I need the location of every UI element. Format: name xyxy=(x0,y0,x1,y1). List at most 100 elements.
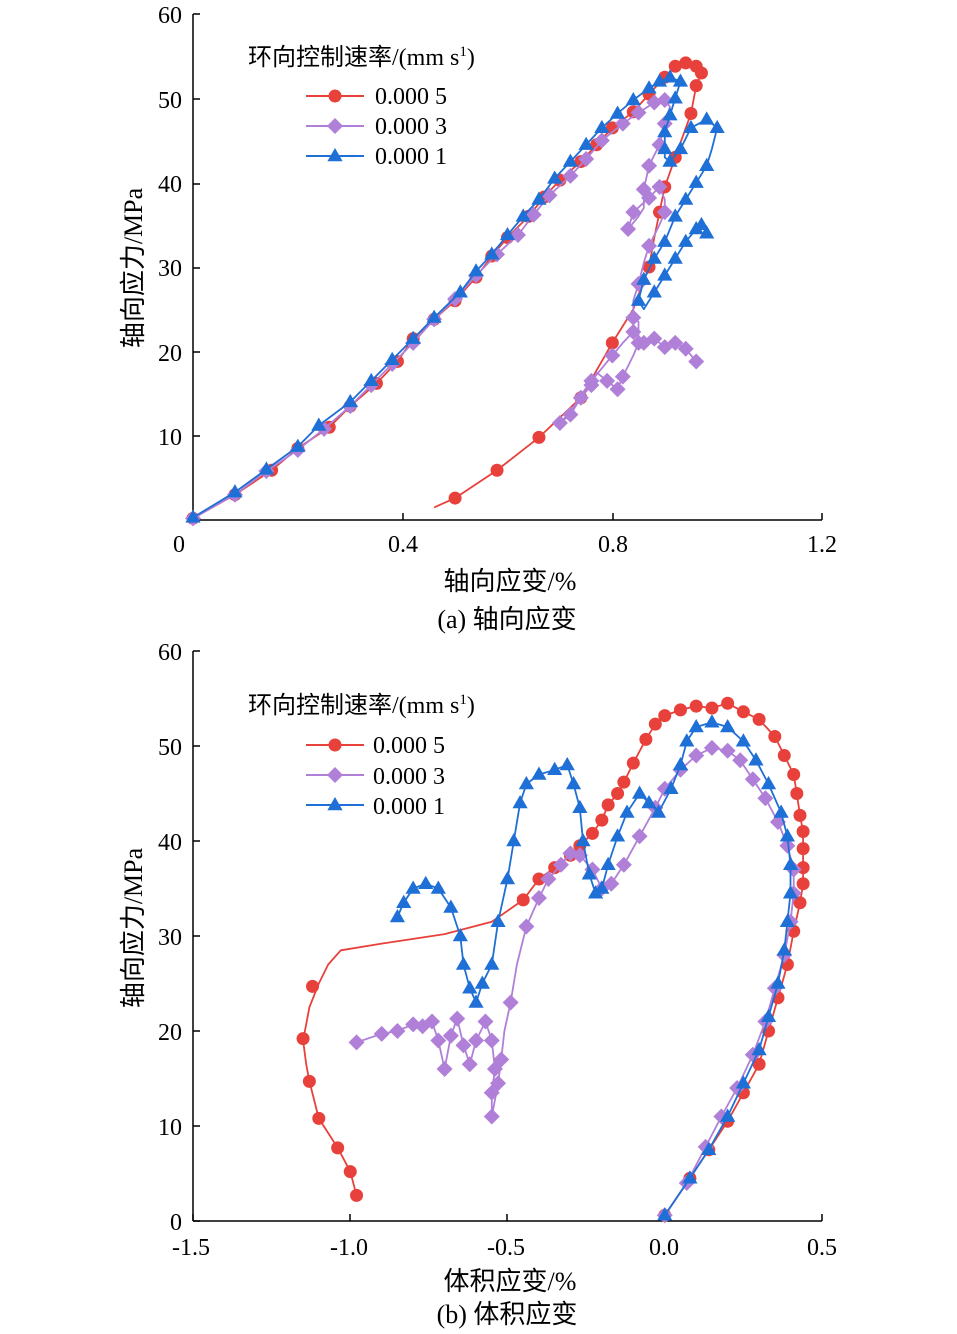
chart-a-plot-area xyxy=(185,56,725,527)
data-point-triangle xyxy=(693,216,710,231)
data-point-triangle xyxy=(625,92,641,106)
data-point-triangle xyxy=(709,119,725,134)
data-point-triangle xyxy=(699,157,715,171)
data-point-diamond xyxy=(530,890,547,906)
data-point-triangle xyxy=(782,856,799,870)
data-point-circle xyxy=(796,842,810,856)
data-point-triangle xyxy=(751,1042,767,1056)
chart-b-ytick-label: 0 xyxy=(170,1210,182,1236)
chart-b-caption: (b) 体积应变 xyxy=(437,1300,578,1329)
chart-b-xtick-label: -1.0 xyxy=(330,1235,368,1261)
legend-marker-diamond xyxy=(327,767,343,783)
chart-a-ylabel: 轴向应力/MPa xyxy=(119,187,148,348)
data-point-diamond xyxy=(483,1032,500,1049)
series-line-circle xyxy=(192,62,703,520)
data-point-triangle xyxy=(704,714,720,728)
data-point-diamond xyxy=(625,323,642,340)
data-point-triangle xyxy=(776,942,792,956)
legend-marker-triangle xyxy=(327,148,343,162)
chart-a-caption: (a) 轴向应变 xyxy=(437,605,576,634)
data-point-diamond xyxy=(562,406,579,423)
chart-b-ticks xyxy=(192,650,823,1222)
chart-a-xtick-label: 0.4 xyxy=(388,532,418,558)
data-point-triangle xyxy=(630,292,647,306)
data-point-triangle xyxy=(609,105,626,119)
chart-b-legend-title: 环向控制速率/(mm s1) xyxy=(248,692,475,719)
chart-b-legend: 环向控制速率/(mm s1) 0.000 5 0.000 3 0.000 1 xyxy=(248,692,475,820)
data-point-triangle xyxy=(760,776,777,790)
chart-b-axes xyxy=(192,651,822,1222)
chart-b-ytick-label: 40 xyxy=(158,830,182,856)
data-point-triangle xyxy=(672,73,689,87)
data-point-diamond xyxy=(656,204,673,221)
data-point-triangle xyxy=(779,913,796,927)
chart-a-ytick-label: 60 xyxy=(158,3,182,29)
data-point-triangle xyxy=(672,140,689,155)
data-point-triangle xyxy=(484,956,500,970)
data-point-triangle xyxy=(682,1170,698,1184)
data-point-triangle xyxy=(594,119,610,134)
data-point-triangle xyxy=(363,372,379,387)
data-point-triangle xyxy=(641,80,657,94)
data-point-triangle xyxy=(515,208,531,222)
chart-b-legend-title-sup: 1 xyxy=(459,692,467,708)
chart-b-legend-marks xyxy=(306,738,364,811)
data-point-diamond xyxy=(604,347,621,364)
data-point-triangle xyxy=(641,795,657,809)
series-line-triangle xyxy=(396,721,792,1216)
data-point-triangle xyxy=(565,776,582,790)
data-point-triangle xyxy=(426,309,442,323)
chart-b-legend-label-0001: 0.000 1 xyxy=(373,794,445,820)
data-point-triangle xyxy=(443,899,459,913)
data-point-triangle xyxy=(779,828,796,842)
data-point-triangle xyxy=(575,833,591,847)
data-point-circle xyxy=(752,712,766,726)
data-point-triangle xyxy=(455,956,472,970)
data-point-triangle xyxy=(636,271,652,285)
data-point-diamond xyxy=(614,115,631,132)
chart-a-xtick-label: 0.8 xyxy=(598,532,628,558)
chart-b-legend-label-0003: 0.000 3 xyxy=(373,764,445,790)
data-point-triangle xyxy=(342,393,358,408)
data-point-triangle xyxy=(760,1008,777,1022)
data-point-diamond xyxy=(461,1056,478,1073)
data-point-diamond xyxy=(578,151,595,168)
data-point-triangle xyxy=(678,233,694,247)
data-point-diamond xyxy=(651,178,668,195)
data-point-diamond xyxy=(688,747,705,764)
data-point-triangle xyxy=(699,225,715,239)
legend-marker-triangle xyxy=(327,797,343,811)
data-point-triangle xyxy=(672,757,689,771)
chart-a-ticks xyxy=(192,13,823,520)
chart-a-legend-title-sup: 1 xyxy=(459,44,467,60)
data-point-triangle xyxy=(701,1141,717,1155)
data-point-diamond xyxy=(703,739,720,756)
data-point-diamond xyxy=(719,742,736,759)
data-point-diamond xyxy=(688,353,705,370)
chart-a: 0 0.4 0.8 1.2 10 20 30 40 50 60 轴向应变/% 轴… xyxy=(119,3,837,634)
data-point-triangle xyxy=(506,833,522,847)
data-point-triangle xyxy=(748,752,764,766)
data-point-triangle xyxy=(227,484,243,498)
data-point-circle xyxy=(796,825,810,838)
data-point-triangle xyxy=(311,417,327,431)
chart-a-legend-title-close: ) xyxy=(467,45,475,71)
chart-b-ylabel: 轴向应力/MPa xyxy=(119,847,148,1008)
chart-b-xtick-label: 0.0 xyxy=(649,1235,679,1261)
data-point-circle xyxy=(648,717,662,731)
data-point-triangle xyxy=(531,191,547,205)
data-point-triangle xyxy=(667,250,683,264)
data-point-triangle xyxy=(657,124,673,138)
data-point-triangle xyxy=(720,1108,736,1122)
data-point-circle xyxy=(448,491,462,505)
data-point-triangle xyxy=(468,263,484,277)
data-point-diamond xyxy=(677,340,694,357)
chart-a-xtick-label: 0 xyxy=(173,532,185,558)
data-point-diamond xyxy=(540,871,557,887)
data-point-triangle xyxy=(389,909,406,923)
chart-b-xtick-label: 0.5 xyxy=(807,1235,837,1261)
data-point-triangle xyxy=(185,509,201,523)
data-point-circle xyxy=(736,705,750,719)
data-point-circle xyxy=(350,1188,364,1202)
